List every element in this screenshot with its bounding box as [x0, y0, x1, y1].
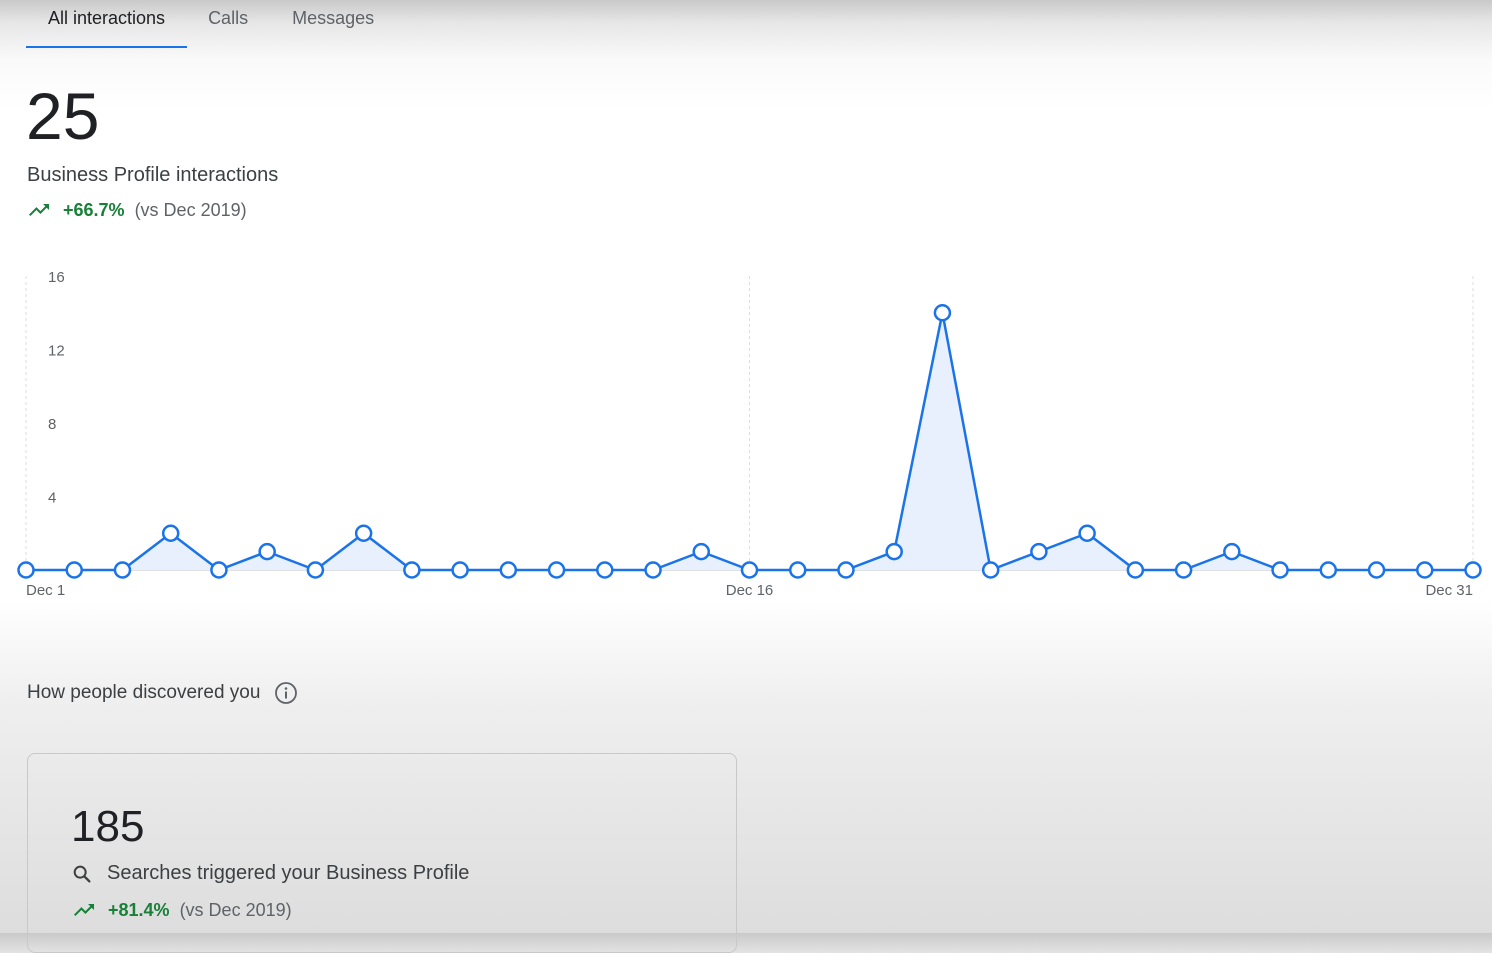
data-point [1319, 561, 1338, 579]
searches-change: +81.4% [108, 899, 170, 920]
data-point [499, 561, 518, 579]
searches-label-row: Searches triggered your Business Profile [71, 862, 469, 885]
data-point [644, 561, 662, 579]
discovery-section-title: How people discovered you [27, 681, 298, 705]
y-tick-label: 8 [48, 416, 56, 433]
tab-all-interactions[interactable]: All interactions [26, 0, 188, 48]
interactions-chart: 4 8 12 16 Dec 1 Dec 16 Dec 31 [17, 269, 1482, 599]
data-point [837, 561, 855, 579]
tab-bar: All interactions Calls Messages [26, 0, 396, 48]
series-area [26, 312, 1473, 570]
y-tick-label: 16 [48, 269, 65, 286]
data-point [547, 561, 566, 579]
data-point [933, 304, 952, 322]
searches-total: 185 [71, 802, 145, 851]
data-point [1367, 561, 1386, 579]
data-point [1271, 561, 1289, 579]
data-point [354, 524, 373, 542]
x-tick-label: Dec 31 [1425, 582, 1473, 599]
interactions-trend: +66.7% (vs Dec 2019) [27, 198, 247, 222]
data-point [1223, 542, 1241, 561]
search-icon [73, 865, 91, 883]
data-point [258, 542, 276, 561]
searches-trend: +81.4% (vs Dec 2019) [72, 898, 292, 922]
trending-up-icon [29, 204, 49, 216]
y-tick-label: 12 [48, 343, 65, 360]
data-point [885, 542, 903, 561]
data-point [210, 561, 228, 579]
data-point [161, 524, 180, 542]
data-point [451, 561, 469, 579]
info-icon[interactable] [274, 681, 298, 705]
interactions-comparison: (vs Dec 2019) [134, 199, 247, 220]
x-tick-label: Dec 16 [726, 582, 774, 599]
data-point [1078, 524, 1096, 542]
series-line [26, 311, 1473, 572]
x-tick-label: Dec 1 [26, 582, 65, 599]
searches-label: Searches triggered your Business Profile [107, 862, 470, 884]
data-point [65, 561, 83, 579]
data-point [1464, 561, 1482, 579]
data-point [1416, 561, 1434, 579]
data-point [1126, 561, 1145, 579]
tab-messages[interactable]: Messages [292, 8, 375, 28]
data-point [981, 561, 1000, 579]
data-point [788, 561, 807, 579]
data-point [1174, 561, 1193, 579]
data-point [113, 561, 132, 579]
y-tick-label: 4 [48, 490, 56, 507]
data-point [740, 561, 759, 579]
interactions-label: Business Profile interactions [27, 164, 279, 186]
data-point [596, 561, 614, 579]
searches-card[interactable]: 185 Searches triggered your Business Pro… [27, 753, 737, 953]
trending-up-icon [74, 904, 94, 916]
data-point [306, 561, 325, 579]
interactions-total: 25 [26, 79, 100, 153]
searches-comparison: (vs Dec 2019) [179, 899, 292, 920]
tab-calls[interactable]: Calls [208, 8, 249, 28]
data-point [1030, 542, 1048, 561]
data-point [692, 542, 711, 561]
data-point [17, 561, 35, 579]
data-point [403, 561, 421, 579]
discovery-title: How people discovered you [27, 682, 261, 703]
interactions-change: +66.7% [63, 199, 125, 220]
